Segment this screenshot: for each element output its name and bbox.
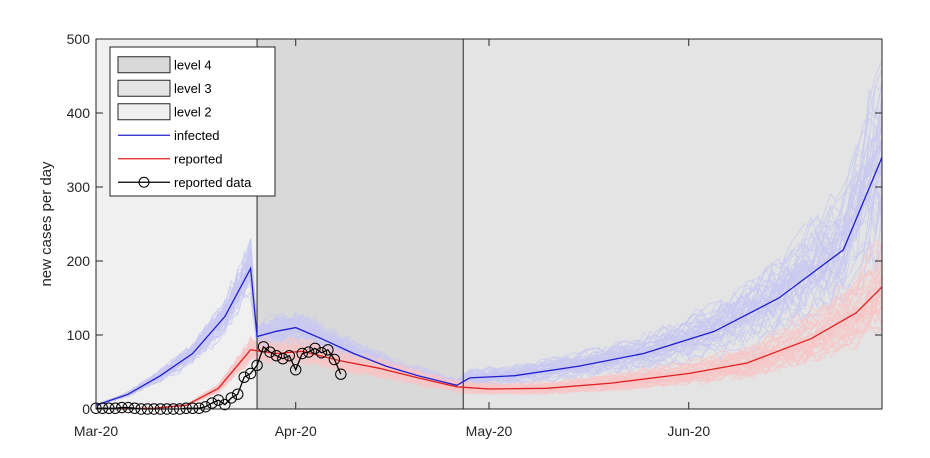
reported-data-point — [116, 401, 128, 414]
reported-data-point — [206, 397, 218, 409]
series-line-infected — [95, 157, 883, 406]
reported-data-point — [225, 392, 237, 404]
reported-data-point — [109, 402, 122, 414]
y-tick-label: 200 — [67, 253, 91, 269]
infected-ensemble-run — [95, 117, 883, 406]
legend-entry-label: reported — [174, 151, 222, 166]
reported-data-point — [277, 352, 289, 365]
x-tick-label: Mar-20 — [74, 423, 119, 439]
reported-data-point — [96, 402, 109, 414]
reported-data-point — [302, 346, 315, 358]
legend-entry-label: level 2 — [174, 104, 212, 119]
reported-data-point — [122, 401, 134, 414]
reported-data-point — [335, 368, 347, 380]
y-tick-label: 400 — [67, 105, 91, 121]
reported-data-point — [322, 344, 334, 356]
legend-marker — [138, 176, 150, 188]
legend-swatch — [117, 103, 171, 121]
y-tick-label: 300 — [67, 179, 91, 195]
reported-data-point — [290, 364, 302, 376]
reported-data-point — [283, 350, 295, 362]
y-tick-label: 500 — [67, 31, 91, 47]
reported-data-point — [315, 347, 328, 359]
reported-data-point — [244, 367, 257, 380]
x-tick-label: Jun-20 — [667, 423, 710, 439]
reported-data-point — [238, 371, 250, 383]
infected-ensemble-run — [95, 85, 883, 406]
legend-swatch — [117, 79, 171, 97]
legend: level 4 level 3 level 2 infected reported rep… — [109, 46, 276, 197]
reported-data-point — [219, 398, 231, 411]
reported-data-point — [309, 342, 321, 355]
x-tick-label: Apr-20 — [275, 423, 317, 439]
reported-data-point — [212, 394, 225, 406]
legend-entry-label: infected — [174, 128, 220, 143]
reported-data-point — [103, 402, 115, 414]
legend-entry-label: level 4 — [174, 57, 212, 72]
y-axis-label: new cases per day — [38, 161, 55, 287]
y-tick-label: 100 — [67, 327, 91, 343]
infected-ensemble-run — [95, 134, 883, 406]
reported-data-point — [270, 350, 283, 362]
x-tick-label: May-20 — [466, 423, 513, 439]
axes: 0 100 200 300 400 500 Mar-20 Apr-20 May-20 Jun-20 — [67, 31, 882, 439]
reported-data-point — [232, 388, 244, 400]
reported-data-point — [296, 347, 308, 360]
series-line-reported — [95, 286, 883, 410]
reported-data-point — [199, 401, 212, 413]
y-tick-label: 0 — [82, 401, 90, 417]
legend-box — [109, 46, 276, 197]
reported-data-point — [128, 402, 141, 414]
reported-data-point — [186, 402, 199, 414]
legend-entry-label: level 3 — [174, 81, 212, 96]
reported-ensemble-run — [95, 258, 883, 410]
reported-data-point — [328, 353, 341, 366]
reported-data-point — [264, 346, 276, 358]
infected-ensemble-run — [95, 69, 883, 406]
reported-data-point — [251, 359, 263, 372]
legend-entry-label: reported data — [174, 175, 252, 190]
reported-data-point — [180, 402, 192, 414]
reported-data-point — [193, 402, 205, 414]
infected-ensemble-run — [95, 173, 883, 407]
infected-ensemble-run — [95, 191, 883, 406]
legend-swatch — [117, 56, 171, 74]
infected-ensemble-run — [95, 125, 883, 406]
